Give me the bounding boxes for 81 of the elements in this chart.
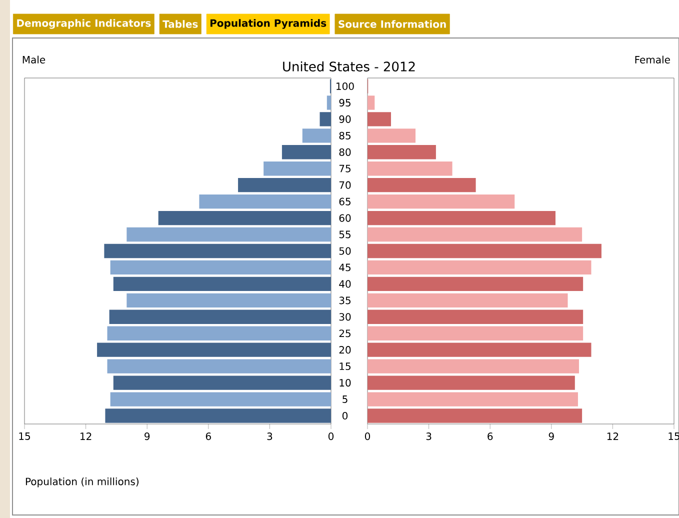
bar <box>113 276 331 292</box>
bar <box>368 96 375 110</box>
y-tick-label: 35 <box>339 296 350 304</box>
y-tick-label: 10 <box>340 379 351 387</box>
bar <box>368 376 575 390</box>
x-tick-label: 15 <box>668 432 679 440</box>
x-tick-label: 15 <box>19 432 30 440</box>
y-tick-label: 45 <box>339 264 350 272</box>
bar <box>368 408 582 423</box>
bar <box>368 244 602 258</box>
bar <box>126 293 331 308</box>
y-tick-label: 95 <box>339 98 350 106</box>
bar <box>326 96 331 110</box>
bar <box>126 227 331 242</box>
bar <box>368 162 452 176</box>
bar <box>368 128 416 143</box>
y-tick-label: 65 <box>339 198 350 206</box>
bar <box>105 408 331 423</box>
y-tick-label: 55 <box>339 230 350 238</box>
bar <box>238 178 331 192</box>
bar <box>104 244 331 258</box>
bar <box>110 392 331 406</box>
bar <box>368 145 436 160</box>
x-tick-label: 9 <box>548 432 554 440</box>
y-tick-label: 40 <box>339 280 351 288</box>
bar <box>368 227 582 242</box>
x-tick-label: 12 <box>80 432 92 440</box>
y-tick-label: 15 <box>340 362 350 370</box>
y-tick-label: 30 <box>339 313 351 321</box>
y-tick-label: 20 <box>339 346 351 354</box>
bar <box>368 112 392 126</box>
y-tick-label: 25 <box>339 330 350 338</box>
bar <box>368 293 568 308</box>
y-tick-label: 60 <box>339 214 351 222</box>
chart-title: Male <box>22 56 46 64</box>
bar <box>368 260 592 275</box>
bar <box>97 342 331 357</box>
x-tick-label: 6 <box>488 432 493 440</box>
bar <box>113 376 331 390</box>
text: Population Pyramids <box>210 19 326 29</box>
bar <box>320 112 331 126</box>
text: Tables <box>162 20 198 28</box>
x-tick-label: 9 <box>144 432 150 440</box>
y-tick-label: 75 <box>339 164 350 172</box>
source-note: Source Information <box>338 20 446 28</box>
y-tick-label: 90 <box>339 115 351 123</box>
x-tick-label: 3 <box>267 432 272 440</box>
chart-title: Female <box>635 56 670 64</box>
bar <box>368 342 592 357</box>
bar <box>110 260 331 275</box>
x-tick-label: 12 <box>607 432 618 440</box>
y-tick-label: 0 <box>342 412 348 420</box>
bar <box>107 326 331 340</box>
x-tick-label: 6 <box>206 432 211 440</box>
bar <box>368 194 515 209</box>
bar <box>368 326 584 340</box>
chart-subtitle: United States - 2012 <box>283 61 415 72</box>
y-tick-label: 70 <box>339 181 351 189</box>
bar <box>264 162 331 176</box>
bar <box>107 359 331 374</box>
y-tick-label: 85 <box>339 132 350 140</box>
bar <box>282 145 331 160</box>
bar <box>158 210 331 226</box>
x-tick-label: 0 <box>364 432 370 440</box>
bar <box>368 359 579 374</box>
x-tick-label: 0 <box>328 432 334 440</box>
bar <box>368 392 578 406</box>
y-tick-label: 5 <box>342 396 348 403</box>
x-axis-title: Population (in millions) <box>26 478 138 488</box>
x-tick-label: 3 <box>426 432 432 440</box>
bar <box>368 210 556 226</box>
bar <box>109 310 331 324</box>
bar <box>302 128 331 143</box>
y-tick-label: 50 <box>339 247 351 255</box>
bar <box>368 310 584 324</box>
bar <box>368 276 584 292</box>
text: Demographic Indicators <box>17 19 151 29</box>
y-tick-label: 80 <box>339 148 351 156</box>
bar <box>368 178 476 192</box>
bar <box>199 194 331 209</box>
y-tick-label: 100 <box>336 82 354 90</box>
